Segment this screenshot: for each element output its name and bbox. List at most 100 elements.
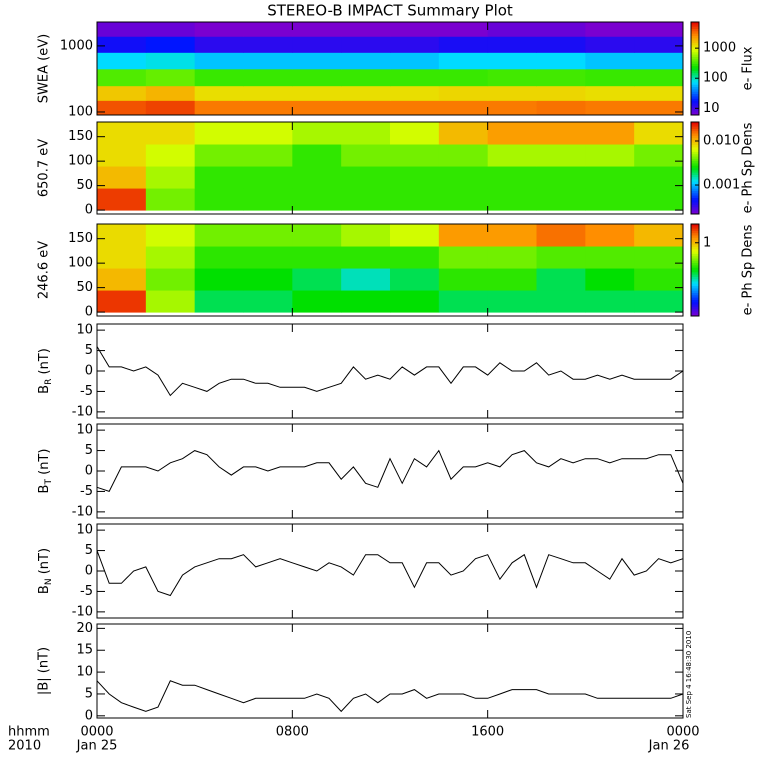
y-tick-label: 10 (76, 323, 93, 338)
heatmap-cell (390, 122, 440, 145)
colorbar-strip (691, 45, 699, 49)
heatmap-cell (292, 188, 342, 211)
heatmap-cell (292, 166, 342, 189)
date-label: Jan 25 (76, 739, 118, 754)
colorbar-strip (691, 80, 699, 83)
colorbar-strip (691, 101, 699, 104)
heatmap-cell (634, 68, 684, 87)
colorbar-strip (691, 313, 699, 317)
y-axis-label: BN (nT) (37, 548, 54, 594)
heatmap-cell (390, 85, 440, 101)
y-tick-label: 5 (85, 686, 93, 701)
heatmap-cell (585, 144, 635, 167)
heatmap-cell (585, 36, 635, 53)
heatmap-cell (194, 166, 244, 189)
heatmap-cell (536, 36, 586, 53)
colorbar-strip (691, 126, 699, 130)
y-tick-label: 50 (76, 178, 93, 193)
colorbar-strip (691, 288, 699, 292)
colorbar-strip (691, 177, 699, 180)
heatmap-cell (536, 166, 586, 189)
colorbar-tick-label: 0.010 (703, 133, 740, 148)
colorbar-strip (691, 260, 699, 264)
y-tick-label: 0 (85, 364, 93, 379)
heatmap-cell (634, 36, 684, 53)
colorbar-strip (691, 112, 699, 116)
colorbar-strip (691, 226, 699, 230)
colorbar-strip (691, 228, 699, 232)
heatmap-cell (194, 188, 244, 211)
colorbar-tick-label: 1000 (703, 41, 736, 56)
colorbar-frame (690, 223, 700, 317)
heatmap-cell (536, 224, 586, 247)
data-line (96, 449, 684, 493)
heatmap-cell (341, 85, 391, 101)
y-tick-label: 0 (85, 708, 93, 723)
heatmap-cell (487, 68, 537, 87)
colorbar-strip (691, 200, 699, 203)
heatmap-cell (194, 36, 244, 53)
y-tick-label: 0 (85, 203, 93, 218)
heatmap-cell (243, 166, 293, 189)
heatmap-cell (487, 290, 537, 313)
colorbar-strip (691, 286, 699, 289)
y-tick-label: 5 (85, 443, 93, 458)
colorbar-strip (691, 197, 699, 201)
heatmap-cell (438, 52, 489, 70)
heatmap-cell (194, 144, 244, 167)
x-axis-label: hhmm (8, 725, 50, 740)
data-line (96, 346, 684, 397)
y-tick-label: 0 (85, 464, 93, 479)
heatmap-cell (292, 144, 342, 167)
y-axis-label: SWEA (eV) (37, 34, 52, 103)
heatmap-cell (390, 52, 440, 70)
heatmap-cell (634, 290, 684, 313)
heatmap-cell (145, 68, 196, 87)
colorbar-strip (691, 131, 699, 134)
colorbar-strip (691, 96, 699, 100)
heatmap-cell (634, 246, 684, 269)
heatmap-cell (536, 52, 586, 70)
colorbar-tick-label: 10 (703, 101, 720, 116)
heatmap-cell (292, 36, 342, 53)
x-tick-label: 0800 (276, 725, 309, 740)
y-tick-label: 20 (76, 621, 93, 636)
y-axis-label-main: B (37, 485, 52, 494)
heatmap-cell (145, 290, 196, 313)
colorbar-strip (691, 158, 699, 162)
y-axis-label-unit: (nT) (37, 449, 52, 479)
heatmap-cell (536, 85, 586, 101)
heatmap-cell (585, 246, 635, 269)
heatmap-cell (438, 166, 489, 189)
colorbar-strip (691, 186, 699, 190)
y-tick-label: 5 (85, 343, 93, 358)
heatmap-cell (438, 22, 489, 37)
heatmap-cell (341, 188, 391, 211)
heatmap-cell (585, 52, 635, 70)
heatmap-cell (145, 122, 196, 145)
heatmap-cell (390, 100, 440, 116)
y-tick-label: -10 (72, 504, 93, 519)
y-tick-label: 10 (76, 423, 93, 438)
heatmap-cell (438, 68, 489, 87)
heatmap-cell (145, 100, 196, 116)
heatmap-cell (194, 68, 244, 87)
colorbar-strip (691, 77, 699, 81)
date-label: Jan 26 (648, 739, 690, 754)
heatmap-cell (634, 122, 684, 145)
y-tick-label: 10 (76, 665, 93, 680)
heatmap-cell (487, 224, 537, 247)
heatmap-cell (438, 246, 489, 269)
colorbar-tick-label: 1 (703, 235, 711, 250)
colorbar-strip (691, 61, 699, 65)
colorbar-strip (691, 156, 699, 160)
heatmap-cell (536, 22, 586, 37)
heatmap-cell (341, 52, 391, 70)
panel-frame (96, 323, 684, 419)
heatmap-cell (145, 144, 196, 167)
heatmap-cell (292, 290, 342, 313)
heatmap-cell (536, 290, 586, 313)
heatmap-cell (194, 22, 244, 37)
heatmap-cell (585, 122, 635, 145)
